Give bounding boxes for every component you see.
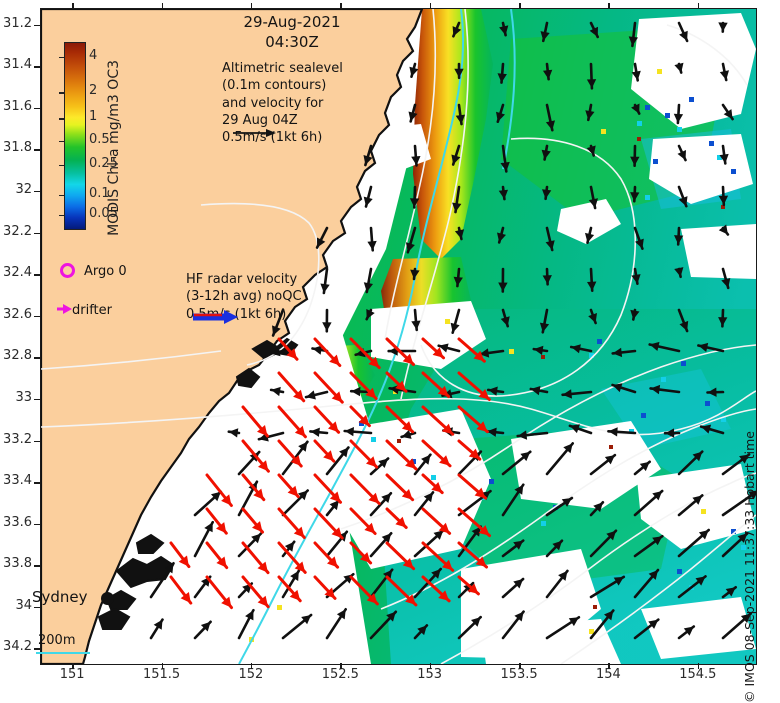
x-tick-mark — [698, 663, 700, 669]
y-tick-mark — [34, 648, 40, 650]
x-tick-mark — [72, 3, 74, 9]
y-tick-mark — [34, 607, 40, 609]
colorbar-label: MODIS Chl-a mg/m3 OC3 — [106, 60, 122, 236]
x-tick-mark — [430, 663, 432, 669]
y-tick-label: 32.8 — [0, 348, 32, 363]
x-tick-label: 153.5 — [500, 667, 537, 682]
x-tick-mark — [340, 3, 342, 9]
scale-line-icon — [36, 652, 90, 654]
x-tick-mark — [608, 3, 610, 9]
chl-heatmap — [41, 9, 756, 664]
drifter-legend-label: drifter — [72, 303, 112, 318]
y-tick-mark — [34, 316, 40, 318]
y-tick-label: 33.6 — [0, 515, 32, 530]
y-tick-mark — [34, 399, 40, 401]
y-tick-label: 31.6 — [0, 99, 32, 114]
y-tick-mark — [34, 108, 40, 110]
scale-label: 200m — [38, 633, 75, 648]
x-tick-mark — [430, 3, 432, 9]
colorbar-tick-mark — [59, 118, 64, 120]
x-tick-mark — [72, 663, 74, 669]
y-tick-mark — [34, 482, 40, 484]
y-tick-label: 33.4 — [0, 473, 32, 488]
y-tick-label: 31.8 — [0, 140, 32, 155]
hf-radar-reference-arrow — [192, 309, 240, 325]
x-tick-label: 152.5 — [322, 667, 359, 682]
altimetric-reference-arrow — [232, 126, 278, 140]
x-tick-mark — [519, 3, 521, 9]
y-tick-label: 32.6 — [0, 307, 32, 322]
x-tick-label: 151 — [60, 667, 85, 682]
y-tick-label: 34.2 — [0, 639, 32, 654]
x-tick-mark — [251, 663, 253, 669]
colorbar-tick-label: 2 — [89, 83, 97, 98]
credit-text: © IMOS 08-Sep-2021 11:37:33 Hobart time — [742, 431, 757, 703]
x-tick-label: 154 — [596, 667, 621, 682]
y-tick-label: 34 — [0, 598, 32, 613]
y-tick-mark — [34, 357, 40, 359]
sydney-label: Sydney — [32, 588, 88, 606]
ocean-field — [41, 9, 756, 664]
y-tick-label: 31.4 — [0, 57, 32, 72]
y-tick-mark — [34, 149, 40, 151]
x-tick-mark — [251, 3, 253, 9]
colorbar-tick-mark — [59, 215, 64, 217]
y-tick-label: 32 — [0, 182, 32, 197]
x-tick-mark — [698, 3, 700, 9]
map-title: 29-Aug-2021 04:30Z — [232, 12, 352, 53]
title-date: 29-Aug-2021 — [232, 12, 352, 32]
x-tick-mark — [162, 663, 164, 669]
y-tick-mark — [34, 274, 40, 276]
x-tick-label: 153 — [417, 667, 442, 682]
y-tick-mark — [34, 524, 40, 526]
y-tick-mark — [34, 233, 40, 235]
y-tick-label: 32.4 — [0, 265, 32, 280]
y-tick-mark — [34, 441, 40, 443]
x-tick-mark — [519, 663, 521, 669]
map-plot-area[interactable] — [40, 8, 757, 665]
y-tick-mark — [34, 66, 40, 68]
x-tick-label: 152 — [239, 667, 264, 682]
argo-legend-label: Argo 0 — [84, 264, 127, 279]
x-tick-label: 154.5 — [679, 667, 716, 682]
colorbar-tick-label: 4 — [89, 48, 97, 63]
colorbar-tick-label: 1 — [89, 109, 97, 124]
y-tick-mark — [34, 191, 40, 193]
x-tick-mark — [608, 663, 610, 669]
y-tick-mark — [34, 25, 40, 27]
colorbar-tick-mark — [59, 165, 64, 167]
y-tick-label: 33.8 — [0, 556, 32, 571]
sydney-marker-icon — [101, 592, 114, 605]
title-time: 04:30Z — [232, 32, 352, 52]
drifter-marker-icon — [57, 303, 73, 315]
y-tick-label: 33.2 — [0, 432, 32, 447]
y-tick-mark — [34, 565, 40, 567]
colorbar-tick-mark — [59, 57, 64, 59]
y-tick-label: 33 — [0, 390, 32, 405]
y-tick-label: 31.2 — [0, 16, 32, 31]
colorbar-tick-mark — [59, 141, 64, 143]
x-tick-mark — [340, 663, 342, 669]
x-tick-label: 151.5 — [143, 667, 180, 682]
y-tick-label: 32.2 — [0, 224, 32, 239]
argo-marker-icon — [60, 263, 75, 278]
colorbar-tick-mark — [59, 195, 64, 197]
x-tick-mark — [162, 3, 164, 9]
colorbar-tick-mark — [59, 92, 64, 94]
colorbar[interactable] — [64, 42, 86, 230]
